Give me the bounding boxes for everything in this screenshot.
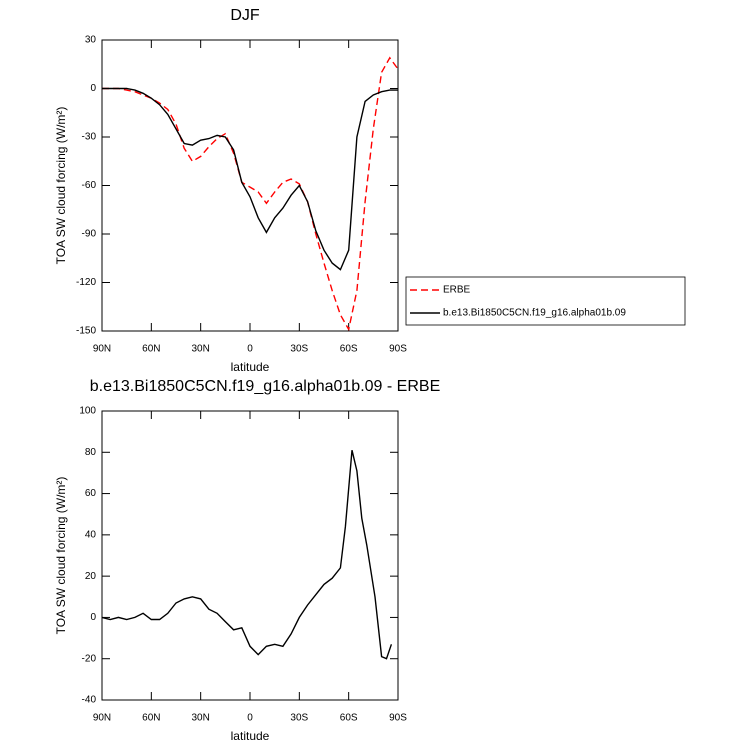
x-tick-label: 30N <box>191 344 209 355</box>
legend-box <box>405 276 686 326</box>
y-tick-label: 0 <box>90 612 96 623</box>
y-tick-label: 30 <box>85 35 97 46</box>
series-line <box>101 450 393 660</box>
legend-label: b.e13.Bi1850C5CN.f19_g16.alpha01b.09 <box>443 308 626 319</box>
x-tick-label: 30N <box>191 713 209 724</box>
y-axis-label: TOA SW cloud forcing (W/m²) <box>54 477 68 635</box>
y-tick-label: 100 <box>79 406 96 417</box>
x-tick-label: 30S <box>290 344 308 355</box>
chart-title: b.e13.Bi1850C5CN.f19_g16.alpha01b.09 - E… <box>90 378 440 395</box>
chart-title: DJF <box>230 7 260 24</box>
y-tick-label: -20 <box>82 653 97 664</box>
x-tick-label: 60S <box>340 713 358 724</box>
legend-label: ERBE <box>443 285 471 296</box>
y-tick-label: -90 <box>82 229 97 240</box>
x-tick-label: 90S <box>389 344 407 355</box>
y-tick-label: 20 <box>85 571 97 582</box>
y-axis-label: TOA SW cloud forcing (W/m²) <box>54 107 68 265</box>
x-tick-label: 90N <box>93 344 111 355</box>
x-tick-label: 60N <box>142 713 160 724</box>
x-tick-label: 90S <box>389 713 407 724</box>
y-tick-label: 0 <box>90 83 96 94</box>
y-tick-label: -120 <box>76 277 96 288</box>
x-tick-label: 60S <box>340 344 358 355</box>
series-line <box>102 56 399 332</box>
x-tick-label: 60N <box>142 344 160 355</box>
y-tick-label: 80 <box>85 447 97 458</box>
x-tick-label: 0 <box>247 344 253 355</box>
y-tick-label: -60 <box>82 180 97 191</box>
y-tick-label: -30 <box>82 132 97 143</box>
plot-frame <box>101 410 399 701</box>
x-tick-label: 30S <box>290 713 308 724</box>
x-tick-label: 0 <box>247 713 253 724</box>
y-tick-label: 40 <box>85 529 97 540</box>
series-line <box>102 87 398 271</box>
y-tick-label: -40 <box>82 695 97 706</box>
x-tick-label: 90N <box>93 713 111 724</box>
plot-frame <box>101 39 399 332</box>
x-axis-label: latitude <box>231 729 270 743</box>
x-axis-label: latitude <box>231 360 270 374</box>
y-tick-label: 60 <box>85 488 97 499</box>
y-tick-label: -150 <box>76 326 96 337</box>
